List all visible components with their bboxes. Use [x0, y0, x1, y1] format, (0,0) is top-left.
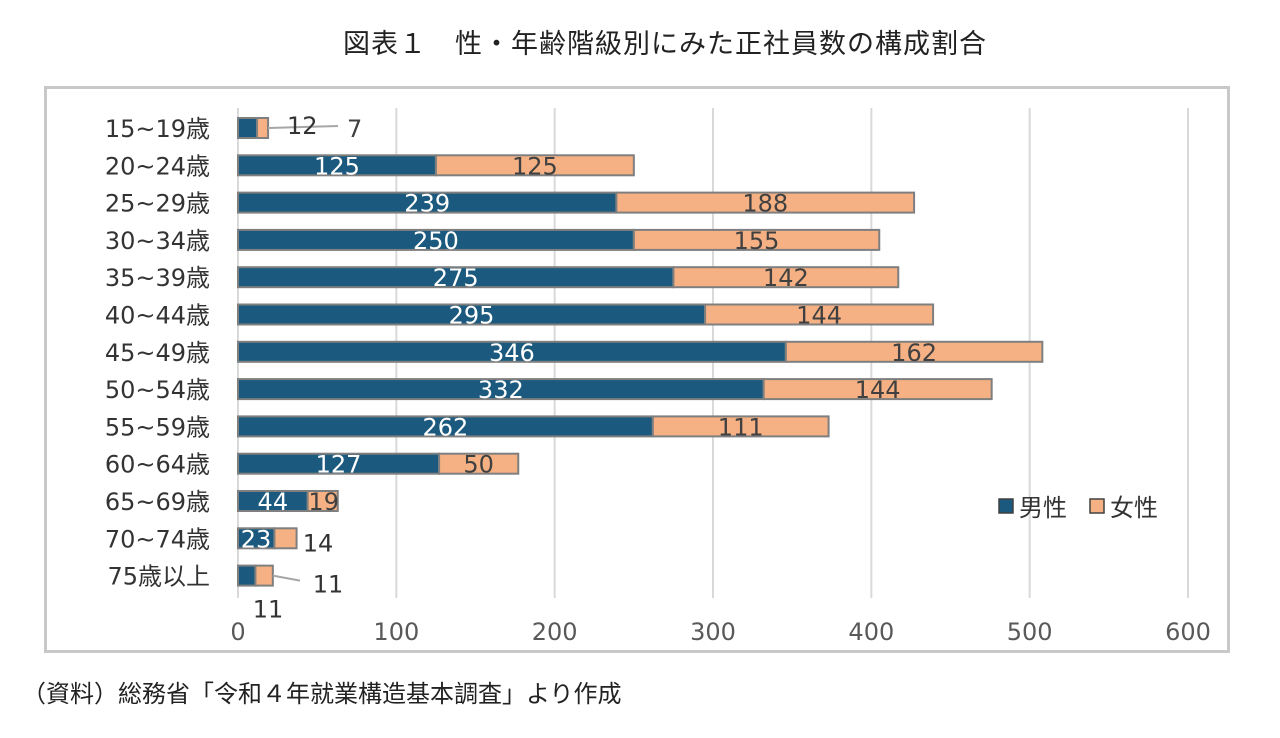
category-label: 20~24歳: [105, 152, 210, 180]
category-label: 45~49歳: [105, 339, 210, 367]
value-label-female: 142: [763, 264, 809, 292]
bar-layer: [237, 117, 1044, 587]
bar-female: [784, 340, 1044, 363]
category-label: 25~29歳: [105, 190, 210, 218]
legend-swatch-female: [1089, 498, 1105, 514]
bar-female: [273, 527, 298, 550]
x-tick-label: 300: [690, 618, 736, 646]
x-tick-label: 400: [848, 618, 894, 646]
category-label: 50~54歳: [105, 376, 210, 404]
bar-female: [254, 564, 274, 587]
x-tick-label: 0: [230, 618, 245, 646]
value-label-male: 332: [478, 376, 524, 404]
category-label: 75歳以上: [107, 563, 210, 591]
chart-title: 図表１ 性・年齢階級別にみた正社員数の構成割合: [343, 29, 987, 60]
category-label: 70~74歳: [105, 525, 210, 553]
bar-female: [651, 415, 830, 438]
leader-line: [272, 574, 301, 582]
bar-male: [237, 564, 257, 587]
value-label-female: 111: [718, 413, 764, 441]
value-label-male: 295: [449, 302, 495, 330]
axis-layer: 0 100 200 300 400 500 600 15~19歳 20~24歳 25~29歳 30~…: [105, 115, 1211, 646]
value-label-male: 11: [253, 596, 284, 624]
legend-label-male: 男性: [1019, 494, 1067, 522]
category-label: 40~44歳: [105, 302, 210, 330]
value-label-male: 262: [423, 413, 469, 441]
value-label-female: 125: [512, 152, 558, 180]
bar-female: [438, 452, 520, 475]
category-label: 65~69歳: [105, 488, 210, 516]
value-label-male: 275: [433, 264, 479, 292]
value-label-male: 250: [413, 227, 459, 255]
value-label-female: 162: [891, 339, 937, 367]
value-label-female: 7: [347, 115, 362, 143]
legend: 男性 女性: [998, 494, 1158, 522]
category-label: 15~19歳: [105, 115, 210, 143]
value-label-male: 125: [314, 152, 360, 180]
legend-swatch-male: [998, 498, 1014, 514]
x-tick-label: 500: [1007, 618, 1053, 646]
category-label: 55~59歳: [105, 413, 210, 441]
value-label-female: 50: [463, 451, 494, 479]
category-label: 35~39歳: [105, 264, 210, 292]
x-tick-label: 600: [1165, 618, 1211, 646]
legend-label-female: 女性: [1110, 494, 1158, 522]
value-label-male: 346: [489, 339, 535, 367]
bar-male: [237, 117, 258, 139]
value-label-female: 155: [734, 227, 780, 255]
bar-female: [672, 266, 900, 289]
x-tick-label: 100: [373, 618, 419, 646]
value-label-female: 11: [313, 571, 344, 599]
bar-female: [632, 228, 881, 251]
bar-female: [306, 490, 339, 512]
value-label-female: 14: [303, 529, 334, 557]
chart-frame: [44, 86, 1230, 653]
value-label-female: 19: [308, 488, 339, 516]
value-label-female: 144: [796, 302, 842, 330]
value-label-male: 23: [241, 525, 272, 553]
value-label-male: 239: [404, 190, 450, 218]
bar-female: [434, 154, 635, 177]
value-label-female: 188: [742, 190, 788, 218]
value-label-female: 144: [855, 376, 901, 404]
bar-female: [704, 303, 935, 326]
category-label: 30~34歳: [105, 227, 210, 255]
bar-female: [256, 117, 270, 139]
value-label-male: 12: [287, 112, 318, 140]
bar-female: [762, 378, 993, 401]
category-label: 60~64歳: [105, 451, 210, 479]
bar-female: [615, 191, 916, 214]
x-tick-label: 200: [532, 618, 578, 646]
value-label-male: 44: [258, 488, 289, 516]
source-note: （資料）総務省「令和４年就業構造基本調査」より作成: [22, 680, 622, 708]
value-label-male: 127: [316, 451, 362, 479]
leader-line: [268, 125, 339, 129]
